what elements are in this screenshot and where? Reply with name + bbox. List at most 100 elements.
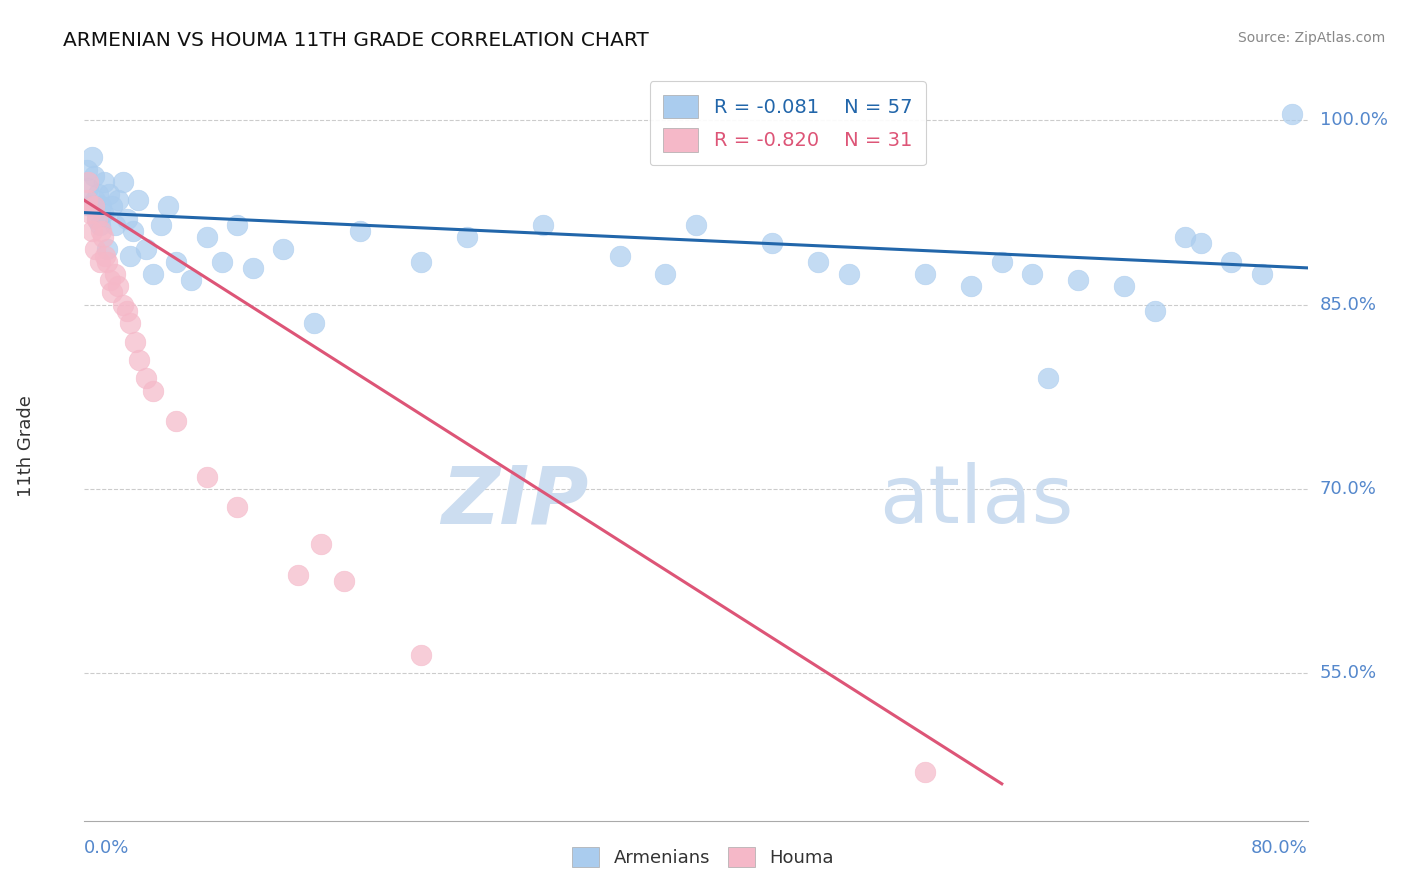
Point — [90, 199, 112, 213]
Point — [90, 224, 112, 238]
Point — [195, 230, 218, 244]
Point — [80, 150, 103, 164]
Point — [89, 218, 111, 232]
Point — [111, 298, 134, 312]
Point — [98, 273, 121, 287]
Legend: Armenians, Houma: Armenians, Houma — [565, 839, 841, 874]
Point — [157, 199, 180, 213]
Point — [91, 205, 114, 219]
Point — [195, 469, 218, 483]
Point — [77, 181, 100, 195]
Point — [87, 187, 110, 202]
Point — [165, 414, 187, 428]
Point — [1036, 371, 1059, 385]
Point — [77, 175, 100, 189]
Point — [914, 267, 936, 281]
Point — [79, 205, 101, 219]
Point — [349, 224, 371, 238]
Point — [654, 267, 676, 281]
Point — [142, 384, 165, 398]
Point — [76, 162, 98, 177]
Point — [991, 254, 1014, 268]
Point — [211, 254, 233, 268]
Point — [79, 199, 101, 213]
Point — [122, 224, 145, 238]
Point — [409, 254, 432, 268]
Point — [96, 254, 118, 268]
Point — [101, 285, 124, 300]
Point — [127, 194, 149, 208]
Text: 100.0%: 100.0% — [1320, 112, 1388, 129]
Legend: R = -0.081    N = 57, R = -0.820    N = 31: R = -0.081 N = 57, R = -0.820 N = 31 — [650, 81, 925, 166]
Point — [84, 194, 107, 208]
Text: Source: ZipAtlas.com: Source: ZipAtlas.com — [1237, 31, 1385, 45]
Point — [149, 218, 172, 232]
Point — [1114, 279, 1136, 293]
Point — [761, 236, 783, 251]
Point — [333, 574, 356, 588]
Point — [409, 648, 432, 662]
Point — [226, 218, 249, 232]
Point — [1250, 267, 1272, 281]
Point — [83, 169, 105, 183]
Point — [287, 568, 309, 582]
Point — [1189, 236, 1212, 251]
Point — [96, 243, 118, 257]
Point — [180, 273, 202, 287]
Point — [80, 224, 103, 238]
Point — [86, 211, 108, 226]
Point — [107, 279, 129, 293]
Point — [1021, 267, 1043, 281]
Point — [89, 254, 111, 268]
Point — [838, 267, 860, 281]
Point — [135, 371, 157, 385]
Point — [531, 218, 554, 232]
Point — [1281, 107, 1303, 121]
Point — [271, 243, 294, 257]
Point — [120, 249, 142, 263]
Point — [104, 267, 127, 281]
Point — [960, 279, 983, 293]
Point — [165, 254, 187, 268]
Point — [311, 537, 333, 551]
Point — [84, 243, 107, 257]
Point — [226, 500, 249, 515]
Point — [93, 175, 115, 189]
Point — [609, 249, 631, 263]
Text: 0.0%: 0.0% — [84, 839, 129, 857]
Point — [456, 230, 478, 244]
Point — [1143, 304, 1166, 318]
Point — [135, 243, 157, 257]
Point — [107, 194, 129, 208]
Point — [242, 260, 264, 275]
Point — [83, 199, 105, 213]
Point — [1067, 273, 1090, 287]
Point — [807, 254, 830, 268]
Point — [94, 249, 117, 263]
Point — [111, 175, 134, 189]
Text: 70.0%: 70.0% — [1320, 480, 1376, 498]
Point — [86, 211, 108, 226]
Text: ZIP: ZIP — [441, 462, 589, 541]
Text: ARMENIAN VS HOUMA 11TH GRADE CORRELATION CHART: ARMENIAN VS HOUMA 11TH GRADE CORRELATION… — [63, 31, 650, 50]
Point — [115, 304, 138, 318]
Point — [1220, 254, 1243, 268]
Point — [120, 316, 142, 330]
Point — [302, 316, 325, 330]
Text: 85.0%: 85.0% — [1320, 296, 1376, 314]
Point — [914, 764, 936, 779]
Point — [115, 211, 138, 226]
Point — [142, 267, 165, 281]
Point — [1174, 230, 1197, 244]
Point — [124, 334, 146, 349]
Text: 11th Grade: 11th Grade — [17, 395, 35, 497]
Point — [104, 218, 127, 232]
Text: 55.0%: 55.0% — [1320, 665, 1376, 682]
Point — [91, 230, 114, 244]
Point — [76, 194, 98, 208]
Point — [97, 187, 120, 202]
Point — [685, 218, 707, 232]
Text: 80.0%: 80.0% — [1251, 839, 1308, 857]
Point — [128, 353, 150, 368]
Point — [101, 199, 124, 213]
